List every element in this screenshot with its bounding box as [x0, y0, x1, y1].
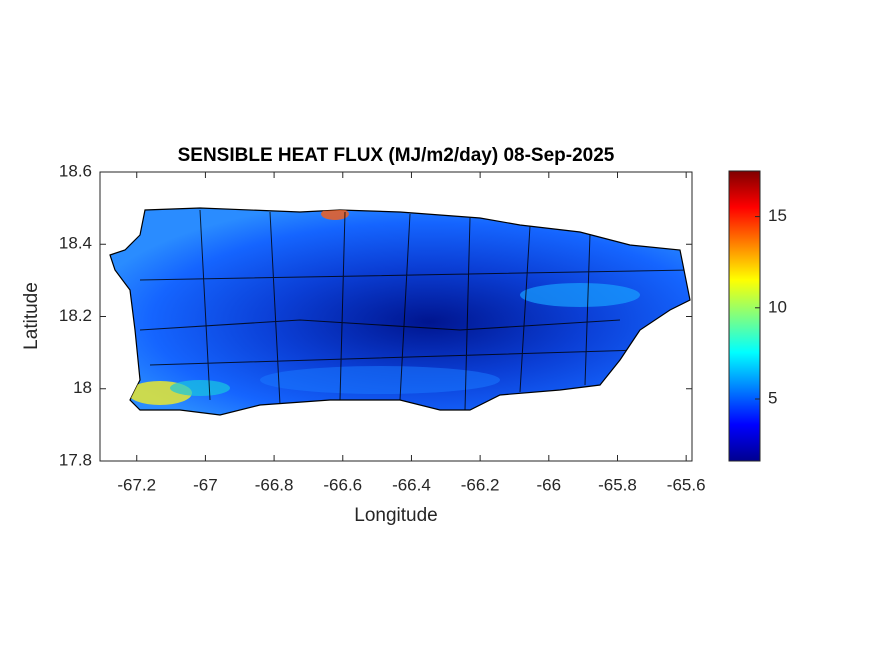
chart-title: SENSIBLE HEAT FLUX (MJ/m2/day) 08-Sep-20… — [178, 145, 615, 166]
x-tick-label: -66.8 — [255, 475, 294, 494]
colorbar-tick-label: 15 — [768, 206, 787, 225]
x-tick-label: -65.6 — [667, 475, 706, 494]
y-tick-label: 18.6 — [59, 161, 92, 180]
y-tick-label: 17.8 — [59, 450, 92, 469]
y-tick-label: 18.4 — [59, 234, 92, 253]
island-raster — [109, 207, 691, 416]
x-axis-label: Longitude — [354, 505, 437, 526]
x-tick-label: -66.2 — [461, 475, 500, 494]
x-tick-label: -65.8 — [598, 475, 637, 494]
colorbar — [728, 170, 761, 462]
x-tick-label: -67 — [193, 475, 218, 494]
colorbar-tick-label: 5 — [768, 388, 777, 407]
y-tick-label: 18.2 — [59, 306, 92, 325]
x-tick-label: -66 — [537, 475, 562, 494]
y-tick-label: 18 — [73, 378, 92, 397]
x-tick-label: -66.4 — [392, 475, 431, 494]
colorbar-tick-label: 10 — [768, 297, 787, 316]
y-axis-label: Latitude — [21, 282, 42, 350]
x-tick-label: -67.2 — [117, 475, 156, 494]
x-tick-label: -66.6 — [323, 475, 362, 494]
